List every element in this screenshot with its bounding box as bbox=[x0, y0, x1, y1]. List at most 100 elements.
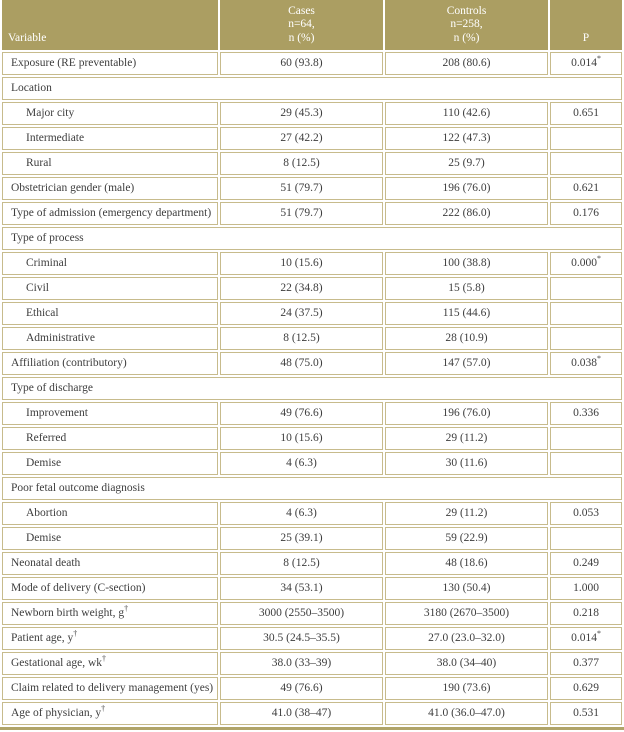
variable-cell: Mode of delivery (C-section) bbox=[2, 577, 218, 600]
variable-cell: Claim related to delivery management (ye… bbox=[2, 677, 218, 700]
p-value-cell: 0.218 bbox=[550, 602, 622, 625]
table-row: Neonatal death 8 (12.5) 48 (18.6) 0.249 bbox=[2, 552, 622, 575]
table-row: Affiliation (contributory) 48 (75.0) 147 (… bbox=[2, 352, 622, 375]
p-value-cell bbox=[550, 277, 622, 300]
variable-cell: Neonatal death bbox=[2, 552, 218, 575]
variable-cell: Administrative bbox=[2, 327, 218, 350]
p-value-cell: 0.651 bbox=[550, 102, 622, 125]
section-label: Poor fetal outcome diagnosis bbox=[2, 477, 622, 500]
asterisk-superscript: * bbox=[596, 354, 601, 364]
cases-value-cell: 51 (79.7) bbox=[220, 177, 383, 200]
p-value-cell: 0.621 bbox=[550, 177, 622, 200]
table-row: Criminal 10 (15.6) 100 (38.8) 0.000* bbox=[2, 252, 622, 275]
variable-cell: Criminal bbox=[2, 252, 218, 275]
cases-value-cell: 49 (76.6) bbox=[220, 402, 383, 425]
controls-value-cell: 110 (42.6) bbox=[385, 102, 548, 125]
variable-cell: Obstetrician gender (male) bbox=[2, 177, 218, 200]
controls-value-cell: 29 (11.2) bbox=[385, 502, 548, 525]
cases-value-cell: 25 (39.1) bbox=[220, 527, 383, 550]
table-row: Demise 25 (39.1) 59 (22.9) bbox=[2, 527, 622, 550]
cases-value-cell: 34 (53.1) bbox=[220, 577, 383, 600]
p-value-cell: 0.053 bbox=[550, 502, 622, 525]
variable-cell: Improvement bbox=[2, 402, 218, 425]
table-row: Demise 4 (6.3) 30 (11.6) bbox=[2, 452, 622, 475]
dagger-superscript: † bbox=[101, 704, 106, 714]
p-value-cell: 1.000 bbox=[550, 577, 622, 600]
cases-value-cell: 24 (37.5) bbox=[220, 302, 383, 325]
asterisk-superscript: * bbox=[596, 254, 601, 264]
cases-value-cell: 38.0 (33–39) bbox=[220, 652, 383, 675]
variable-cell: Referred bbox=[2, 427, 218, 450]
p-value-cell: 0.531 bbox=[550, 702, 622, 725]
variable-cell: Newborn birth weight, g† bbox=[2, 602, 218, 625]
table-row: Intermediate 27 (42.2) 122 (47.3) bbox=[2, 127, 622, 150]
controls-value-cell: 190 (73.6) bbox=[385, 677, 548, 700]
section-row: Location bbox=[2, 77, 622, 100]
dagger-superscript: † bbox=[73, 629, 78, 639]
variable-cell: Age of physician, y† bbox=[2, 702, 218, 725]
variable-cell: Gestational age, wk† bbox=[2, 652, 218, 675]
p-value-cell: 0.000* bbox=[550, 252, 622, 275]
header-variable: Variable bbox=[2, 0, 218, 50]
dagger-superscript: † bbox=[102, 654, 107, 664]
p-value-cell bbox=[550, 427, 622, 450]
cases-value-cell: 60 (93.8) bbox=[220, 52, 383, 75]
cases-value-cell: 4 (6.3) bbox=[220, 502, 383, 525]
variable-cell: Patient age, y† bbox=[2, 627, 218, 650]
header-controls: Controls n=258, n (%) bbox=[385, 0, 548, 50]
section-row: Type of process bbox=[2, 227, 622, 250]
dagger-superscript: † bbox=[124, 604, 129, 614]
cases-value-cell: 30.5 (24.5–35.5) bbox=[220, 627, 383, 650]
controls-value-cell: 41.0 (36.0–47.0) bbox=[385, 702, 548, 725]
table-row: Claim related to delivery management (ye… bbox=[2, 677, 622, 700]
controls-value-cell: 147 (57.0) bbox=[385, 352, 548, 375]
p-value-cell: 0.176 bbox=[550, 202, 622, 225]
variable-cell: Rural bbox=[2, 152, 218, 175]
table-row: Patient age, y† 30.5 (24.5–35.5) 27.0 (23.… bbox=[2, 627, 622, 650]
section-row: Poor fetal outcome diagnosis bbox=[2, 477, 622, 500]
header-cases: Cases n=64, n (%) bbox=[220, 0, 383, 50]
cases-value-cell: 41.0 (38–47) bbox=[220, 702, 383, 725]
variable-cell: Demise bbox=[2, 452, 218, 475]
controls-value-cell: 222 (86.0) bbox=[385, 202, 548, 225]
controls-value-cell: 15 (5.8) bbox=[385, 277, 548, 300]
header-row: Variable Cases n=64, n (%) Controls n=25… bbox=[2, 0, 622, 50]
cases-value-cell: 49 (76.6) bbox=[220, 677, 383, 700]
p-value-cell bbox=[550, 452, 622, 475]
table-row: Type of admission (emergency department)… bbox=[2, 202, 622, 225]
controls-value-cell: 130 (50.4) bbox=[385, 577, 548, 600]
p-value-cell: 0.014* bbox=[550, 52, 622, 75]
controls-value-cell: 59 (22.9) bbox=[385, 527, 548, 550]
variable-cell: Type of admission (emergency department) bbox=[2, 202, 218, 225]
table-row: Civil 22 (34.8) 15 (5.8) bbox=[2, 277, 622, 300]
variable-cell: Abortion bbox=[2, 502, 218, 525]
controls-value-cell: 38.0 (34–40) bbox=[385, 652, 548, 675]
controls-value-cell: 208 (80.6) bbox=[385, 52, 548, 75]
cases-value-cell: 4 (6.3) bbox=[220, 452, 383, 475]
p-value-cell bbox=[550, 127, 622, 150]
variable-cell: Ethical bbox=[2, 302, 218, 325]
p-value-cell bbox=[550, 152, 622, 175]
controls-value-cell: 27.0 (23.0–32.0) bbox=[385, 627, 548, 650]
variable-cell: Intermediate bbox=[2, 127, 218, 150]
p-value-cell: 0.249 bbox=[550, 552, 622, 575]
p-value-cell bbox=[550, 527, 622, 550]
table-row: Referred 10 (15.6) 29 (11.2) bbox=[2, 427, 622, 450]
variable-cell: Demise bbox=[2, 527, 218, 550]
table-row: Major city 29 (45.3) 110 (42.6) 0.651 bbox=[2, 102, 622, 125]
table-row: Gestational age, wk† 38.0 (33–39) 38.0 (34… bbox=[2, 652, 622, 675]
section-label: Location bbox=[2, 77, 622, 100]
cases-value-cell: 8 (12.5) bbox=[220, 152, 383, 175]
variable-cell: Exposure (RE preventable) bbox=[2, 52, 218, 75]
cases-value-cell: 8 (12.5) bbox=[220, 552, 383, 575]
table-row: Rural 8 (12.5) 25 (9.7) bbox=[2, 152, 622, 175]
controls-value-cell: 115 (44.6) bbox=[385, 302, 548, 325]
table-header: Variable Cases n=64, n (%) Controls n=25… bbox=[2, 0, 622, 50]
p-value-cell bbox=[550, 302, 622, 325]
table-row: Improvement 49 (76.6) 196 (76.0) 0.336 bbox=[2, 402, 622, 425]
table-row: Age of physician, y† 41.0 (38–47) 41.0 (36… bbox=[2, 702, 622, 725]
p-value-cell: 0.038* bbox=[550, 352, 622, 375]
controls-value-cell: 28 (10.9) bbox=[385, 327, 548, 350]
cases-value-cell: 48 (75.0) bbox=[220, 352, 383, 375]
